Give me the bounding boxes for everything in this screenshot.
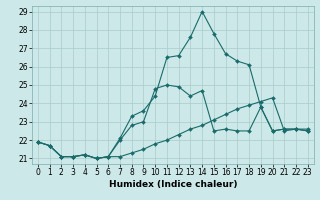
X-axis label: Humidex (Indice chaleur): Humidex (Indice chaleur) — [108, 180, 237, 189]
